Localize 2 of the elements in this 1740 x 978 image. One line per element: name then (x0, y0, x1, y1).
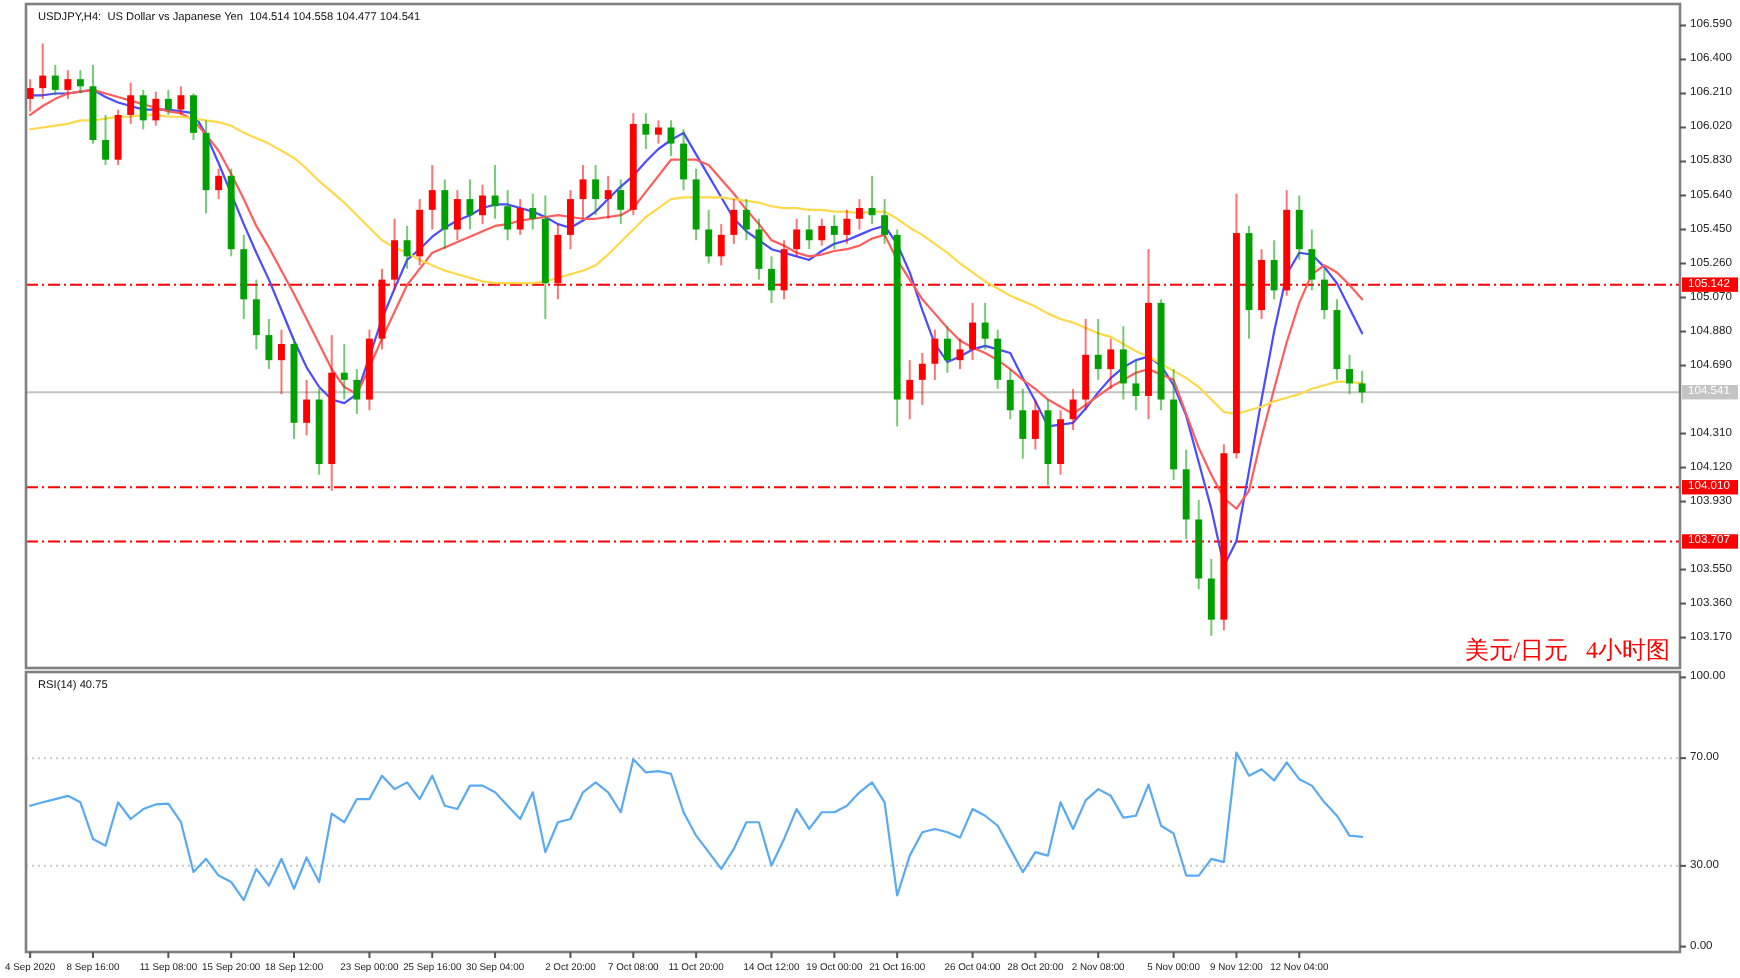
text: 美元/日元 4小时图 (1465, 636, 1670, 664)
line-series (29, 751, 1364, 902)
